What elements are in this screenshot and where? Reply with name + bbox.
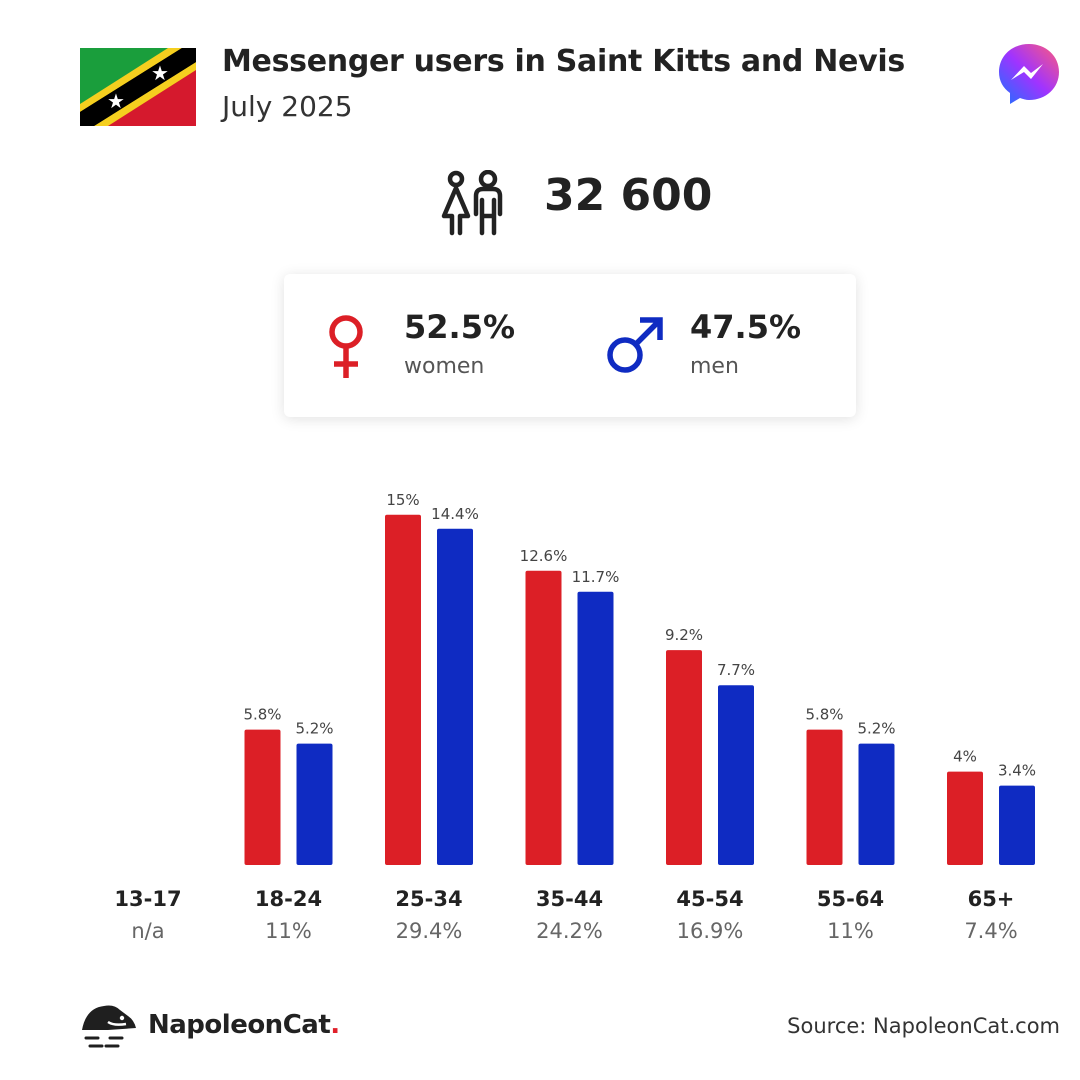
category-label-25-34: 25-34 bbox=[395, 887, 462, 911]
category-total-25-34: 29.4% bbox=[396, 919, 463, 943]
data-label-25-34-series-1: 15% bbox=[386, 491, 419, 509]
bar-35-44-series-1 bbox=[525, 570, 562, 865]
bar-65+-series-2 bbox=[999, 785, 1035, 865]
category-total-65+: 7.4% bbox=[964, 919, 1017, 943]
age-gender-bar-chart: 13-17 n/a 5.8% 5.2% 18-24 11% 15% 14.4% 25-34 29.… bbox=[114, 491, 1036, 943]
category-label-55-64: 55-64 bbox=[817, 887, 884, 911]
page-subtitle: July 2025 bbox=[222, 90, 353, 123]
gender-split-card: 52.5% women 47.5% men bbox=[284, 274, 856, 417]
data-label-55-64-series-2: 5.2% bbox=[857, 720, 895, 738]
source-credit: Source: NapoleonCat.com bbox=[787, 1014, 1060, 1038]
bar-45-54-series-1 bbox=[666, 650, 702, 865]
category-total-13-17: n/a bbox=[131, 919, 164, 943]
bar-55-64-series-1 bbox=[806, 729, 843, 865]
data-label-18-24-series-1: 5.8% bbox=[243, 706, 281, 724]
total-users: 32 600 bbox=[544, 170, 713, 221]
men-label: men bbox=[690, 354, 739, 379]
bar-65+-series-1 bbox=[947, 771, 983, 865]
napoleoncat-logo-icon bbox=[82, 1005, 136, 1048]
bar-18-24-series-1 bbox=[244, 729, 281, 865]
women-label: women bbox=[404, 354, 485, 379]
bar-35-44-series-2 bbox=[577, 591, 614, 865]
category-label-18-24: 18-24 bbox=[255, 887, 322, 911]
data-label-18-24-series-2: 5.2% bbox=[295, 720, 333, 738]
category-total-55-64: 11% bbox=[827, 919, 874, 943]
data-label-35-44-series-2: 11.7% bbox=[572, 568, 620, 586]
data-label-35-44-series-1: 12.6% bbox=[520, 547, 568, 565]
category-label-45-54: 45-54 bbox=[676, 887, 743, 911]
people-icon bbox=[441, 170, 503, 236]
category-total-18-24: 11% bbox=[265, 919, 312, 943]
category-label-35-44: 35-44 bbox=[536, 887, 603, 911]
category-label-65+: 65+ bbox=[968, 887, 1015, 911]
saint-kitts-and-nevis-flag: ★ ★ bbox=[80, 48, 196, 126]
category-label-13-17: 13-17 bbox=[114, 887, 181, 911]
bar-18-24-series-2 bbox=[296, 743, 333, 865]
men-percentage: 47.5% bbox=[690, 308, 802, 346]
bar-55-64-series-2 bbox=[858, 743, 895, 865]
women-percentage: 52.5% bbox=[404, 308, 516, 346]
brand-name-text: NapoleonCat bbox=[148, 1010, 331, 1040]
svg-text:★: ★ bbox=[151, 61, 169, 85]
bar-45-54-series-2 bbox=[718, 685, 754, 865]
svg-text:★: ★ bbox=[107, 89, 125, 113]
data-label-65+-series-2: 3.4% bbox=[998, 762, 1036, 780]
data-label-55-64-series-1: 5.8% bbox=[805, 706, 843, 724]
bar-25-34-series-2 bbox=[437, 528, 473, 865]
messenger-logo-icon bbox=[999, 44, 1059, 104]
brand-name: NapoleonCat. bbox=[148, 1010, 340, 1040]
category-total-45-54: 16.9% bbox=[677, 919, 744, 943]
bar-25-34-series-1 bbox=[385, 514, 421, 865]
brand-dot: . bbox=[330, 1010, 340, 1040]
data-label-45-54-series-1: 9.2% bbox=[665, 626, 703, 644]
male-symbol-icon bbox=[607, 317, 663, 373]
page-title: Messenger users in Saint Kitts and Nevis bbox=[222, 44, 905, 79]
female-symbol-icon bbox=[329, 315, 363, 378]
data-label-25-34-series-2: 14.4% bbox=[431, 505, 479, 523]
category-total-35-44: 24.2% bbox=[536, 919, 603, 943]
data-label-65+-series-1: 4% bbox=[953, 748, 977, 766]
data-label-45-54-series-2: 7.7% bbox=[717, 661, 755, 679]
